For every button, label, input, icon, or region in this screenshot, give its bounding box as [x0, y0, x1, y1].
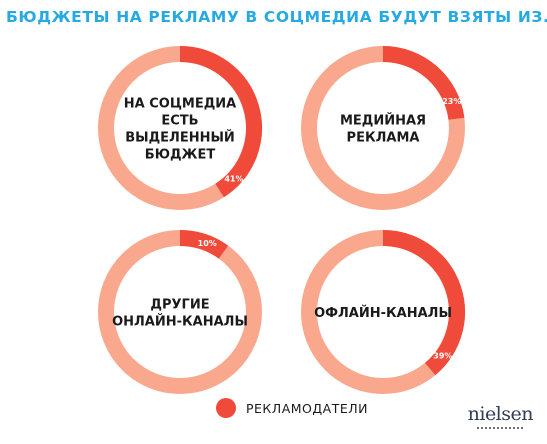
donut-segment	[179, 46, 262, 198]
donut-value-label: 41%	[224, 175, 243, 184]
donut-value-label: 10%	[198, 239, 217, 248]
brand-name: nielsen	[467, 403, 534, 425]
donut-value-label: 23%	[442, 97, 461, 106]
nielsen-logo: nielsen	[467, 403, 534, 429]
donut-segment	[382, 46, 465, 121]
chart-title: БЮДЖЕТЫ НА РЕКЛАМУ В СОЦМЕДИА БУДУТ ВЗЯТ…	[6, 8, 547, 26]
donut-category-label: БЮДЖЕТ	[145, 148, 216, 163]
donut-chart-2: 23% МЕДИЙНАЯ РЕКЛАМА	[301, 46, 465, 210]
donut-category-label: ДРУГИЕ	[150, 298, 209, 313]
donut-category-label: ОФЛАЙН-КАНАЛЫ	[314, 305, 452, 321]
donut-category-label: ЕСТЬ	[161, 114, 198, 129]
donut-category-label: ОНЛАЙН-КАНАЛЫ	[112, 314, 248, 330]
donut-category-label: РЕКЛАМА	[347, 131, 420, 146]
donut-chart-4: 39% ОФЛАЙН-КАНАЛЫ	[301, 230, 465, 394]
donut-category-label: НА СОЦМЕДИА	[124, 97, 236, 112]
donut-segment	[382, 230, 465, 376]
donut-category-label: ВЫДЕЛЕННЫЙ	[125, 130, 235, 146]
legend: РЕКЛАМОДАТЕЛИ	[216, 398, 368, 418]
donut-value-label: 39%	[433, 351, 452, 360]
donut-segment	[179, 230, 229, 259]
donut-category-label: МЕДИЙНАЯ	[340, 113, 426, 129]
legend-label: РЕКЛАМОДАТЕЛИ	[246, 400, 368, 416]
legend-swatch	[216, 398, 236, 418]
